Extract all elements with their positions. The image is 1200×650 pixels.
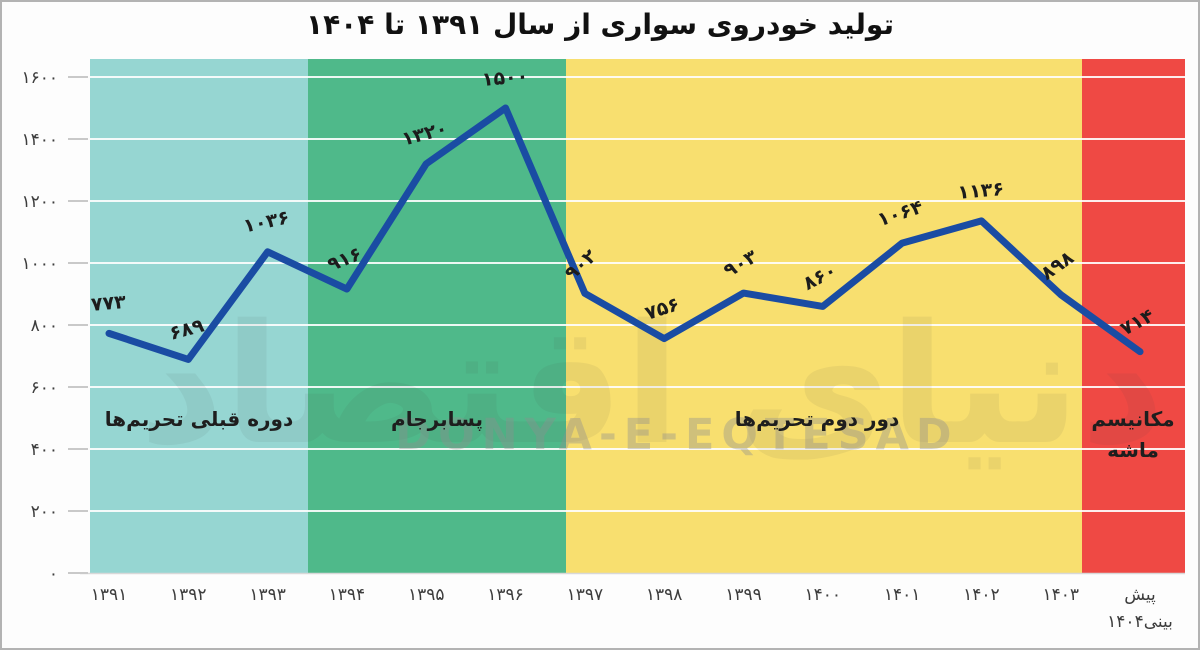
x-tick-label: ۱۳۹۲	[170, 585, 207, 605]
x-tick-label: ۱۳۹۳	[249, 585, 286, 605]
data-label: ۱۱۳۶	[957, 178, 1005, 204]
x-tick-label: پیش	[1124, 585, 1156, 605]
x-tick-label: ۱۴۰۰	[805, 585, 842, 605]
chart-title: تولید خودروی سواری از سال ۱۳۹۱ تا ۱۴۰۴	[306, 8, 894, 41]
x-tick-label: ۱۳۹۵	[408, 585, 445, 605]
y-tick-label: ۱۴۰۰	[21, 130, 58, 150]
y-tick-label: ۲۰۰	[31, 502, 58, 522]
region-label: دور دوم تحریم‌ها	[735, 407, 899, 431]
x-tick-label: ۱۴۰۲	[963, 585, 1000, 605]
x-tick-label: ۱۴۰۱	[884, 585, 921, 605]
y-tick-label: ۸۰۰	[31, 316, 58, 336]
y-tick-label: ۱۶۰۰	[21, 68, 58, 88]
y-tick-label: ۱۲۰۰	[21, 192, 58, 212]
region-label: ماشه	[1107, 438, 1159, 462]
data-label: ۱۵۰۰	[481, 65, 529, 91]
region-band	[566, 59, 1082, 573]
region-label: مکانیسم	[1091, 407, 1174, 431]
x-tick-label: ۱۳۹۱	[91, 585, 128, 605]
y-tick-label: ۶۰۰	[31, 378, 58, 398]
watermark-persian-logo: دنیای اقتصاد	[139, 289, 1165, 481]
region-band	[1082, 59, 1185, 573]
y-tick-label: ۴۰۰	[31, 440, 58, 460]
x-tick-label: ۱۳۹۸	[646, 585, 683, 605]
x-tick-label: ۱۳۹۹	[725, 585, 762, 605]
y-tick-label: ۰	[49, 564, 58, 584]
x-tick-label: بینی۱۴۰۴	[1107, 612, 1173, 632]
y-tick-label: ۱۰۰۰	[21, 254, 58, 274]
watermark-latin: DONYA-E-EQTESAD	[395, 410, 958, 460]
region-band	[90, 59, 308, 573]
x-tick-label: ۱۳۹۴	[329, 585, 366, 605]
data-label: ۷۷۳	[90, 291, 127, 316]
x-tick-label: ۱۳۹۶	[487, 585, 524, 605]
x-tick-label: ۱۳۹۷	[567, 585, 604, 605]
region-label: دوره قبلی تحریم‌ها	[105, 407, 294, 431]
x-tick-label: ۱۴۰۳	[1042, 585, 1079, 605]
region-label: پسابرجام	[391, 407, 483, 432]
production-line	[105, 104, 1144, 363]
